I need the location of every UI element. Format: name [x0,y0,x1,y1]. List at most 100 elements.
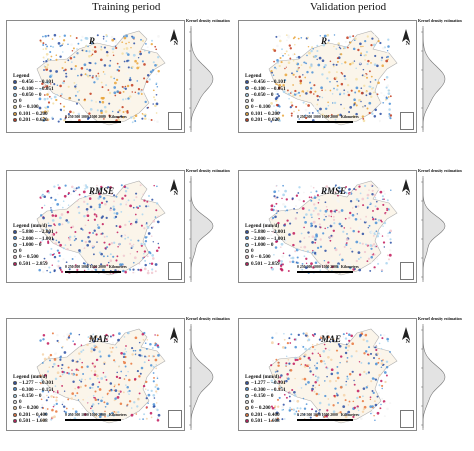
station-point [388,108,391,111]
station-point [368,224,371,227]
station-point [376,411,380,415]
station-point [351,61,355,65]
station-point [320,335,323,338]
station-point [389,229,393,233]
station-point [150,42,153,46]
station-point [376,207,379,211]
station-point [42,72,46,76]
station-point [387,340,389,343]
station-point [136,53,139,56]
station-point [372,391,375,395]
station-point [130,116,133,119]
station-point [106,373,109,376]
station-point [296,256,299,259]
station-point [51,238,55,241]
north-label: N [405,41,410,47]
station-point [43,81,46,84]
station-point [338,222,342,226]
station-point [354,37,357,40]
station-point [54,377,58,381]
station-point [370,261,373,263]
station-point [368,189,370,191]
station-point [83,63,87,67]
legend-swatch [13,236,17,241]
station-point [312,335,315,337]
station-point [371,408,374,411]
station-point [55,70,58,73]
station-point [45,52,49,56]
station-point [373,344,377,347]
legend-swatch [13,412,17,417]
station-point [309,367,311,369]
station-point [57,42,61,45]
station-point [51,214,55,217]
station-point [366,197,369,200]
station-point [82,373,85,375]
station-point [123,87,125,89]
station-point [324,115,327,118]
station-point [59,204,62,206]
station-point [272,230,275,234]
station-point [137,56,140,59]
station-point [359,42,362,46]
station-point [370,380,373,383]
station-point [71,49,74,52]
station-point [86,202,89,206]
station-point [360,361,363,364]
station-point [380,403,382,406]
station-point [105,50,109,54]
station-point [41,190,44,192]
legend-item-label: 0 ~ 0.200 [19,405,39,412]
station-point [141,379,143,382]
station-point [140,93,143,95]
station-point [282,184,284,187]
station-point [349,62,352,66]
station-point [275,369,278,372]
station-point [122,111,125,113]
station-point [74,94,77,97]
station-point [330,234,333,237]
station-point [288,97,290,100]
station-point [77,399,80,401]
station-point [351,370,354,373]
station-point [347,93,351,97]
station-point [148,359,150,361]
legend-item-label: 0 [251,98,254,105]
station-point [325,215,327,218]
station-point [381,235,384,237]
station-point [357,205,360,208]
station-point [72,111,75,114]
legend-item: −1.277 ~ −0.301 [245,380,286,386]
station-point [344,217,347,220]
station-point [336,199,340,202]
station-point [65,407,68,410]
station-point [333,87,335,90]
station-point [152,365,155,368]
station-point [90,347,94,351]
station-point [74,410,78,414]
station-point [276,398,280,401]
station-point [293,228,295,230]
station-point [91,386,94,389]
station-point [75,187,78,190]
station-point [75,83,78,86]
station-point [296,358,299,362]
station-point [156,417,159,420]
station-point [61,367,63,370]
station-point [63,119,66,122]
station-point [372,89,374,92]
station-point [344,415,348,419]
station-point [290,408,293,411]
station-point [302,116,304,118]
station-point [44,260,48,263]
station-point [317,352,320,355]
station-point [57,120,60,123]
station-point [316,343,319,346]
station-point [86,196,89,200]
station-point [88,112,91,115]
station-point [157,220,160,224]
station-point [373,400,376,403]
kde-title: Kernel density estimation [418,168,462,173]
station-point [348,400,351,403]
station-point [334,185,337,188]
